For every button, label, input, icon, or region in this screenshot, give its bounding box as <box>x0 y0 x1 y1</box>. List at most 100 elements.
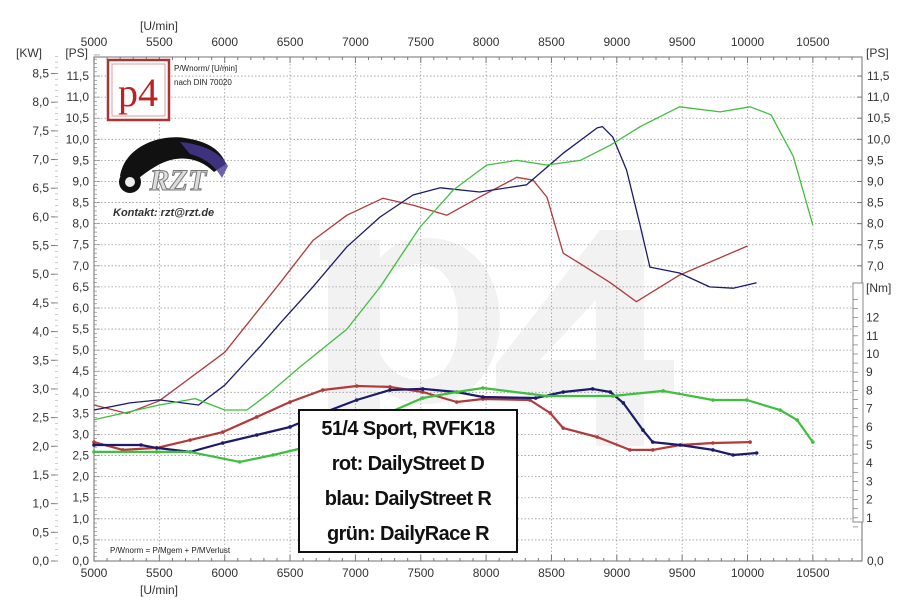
torque-point <box>139 443 143 447</box>
x-tick-label-top: 8500 <box>538 35 565 49</box>
x-tick-label-bottom: 9000 <box>603 566 630 580</box>
torque-point <box>611 394 615 398</box>
kw-tick-label: 6,5 <box>32 181 49 195</box>
kw-tick-label: 5,0 <box>32 267 49 281</box>
torque-point <box>388 385 392 389</box>
power-line-dailyrace-r <box>93 106 814 421</box>
right-ps-tick-label: 11,0 <box>867 90 890 104</box>
kw-tick-label: 3,5 <box>32 353 49 367</box>
torque-point <box>420 390 425 394</box>
torque-point <box>528 398 532 402</box>
x-tick-label-top: 10000 <box>731 35 765 49</box>
x-tick-label-bottom: 8000 <box>473 566 500 580</box>
x-tick-label-bottom: 8500 <box>538 566 565 580</box>
ps-tick-label: 0,0 <box>72 554 89 568</box>
right-ps-tick-label: 7,0 <box>867 259 884 273</box>
torque-point <box>621 401 626 405</box>
x-tick-label-top: 6500 <box>277 35 304 49</box>
svg-text:p4: p4 <box>118 70 158 115</box>
torque-point <box>154 446 159 450</box>
x-tick-label-bottom: 10500 <box>796 566 830 580</box>
torque-point <box>354 384 359 388</box>
kw-tick-label: 3,0 <box>32 382 49 396</box>
axes: 5000 5000 5500 5500 6000 6000 6500 6500 7000 7000… <box>16 19 891 597</box>
kw-tick-label: 4,0 <box>32 325 49 339</box>
torque-point <box>454 400 459 404</box>
kw-tick-label: 8,0 <box>32 95 49 109</box>
nm-tick-label: 5 <box>866 438 873 452</box>
x-tick-label-bottom: 9500 <box>669 566 696 580</box>
x-axis-label-bottom: [U/min] <box>140 583 178 597</box>
nm-tick-label: 2 <box>866 493 873 507</box>
x-tick-label-top: 9000 <box>603 35 630 49</box>
torque-point <box>481 386 485 390</box>
torque-point <box>650 448 655 452</box>
torque-point <box>288 400 292 404</box>
x-tick-label-top: 9500 <box>669 35 696 49</box>
torque-point <box>288 425 292 429</box>
rzt-logo: RZT <box>119 137 228 198</box>
torque-point <box>545 394 549 398</box>
x-tick-label-top: 10500 <box>796 35 830 49</box>
kw-tick-label: 1,0 <box>32 497 49 511</box>
x-tick-label-top: 5500 <box>146 35 173 49</box>
kw-tick-label: 0,5 <box>32 525 49 539</box>
kw-axis-label: [KW] <box>16 46 42 60</box>
nm-axis-label: [Nm] <box>866 281 891 295</box>
kw-tick-label: 8,5 <box>32 67 49 81</box>
torque-point <box>711 398 715 402</box>
x-tick-label-top: 8000 <box>473 35 500 49</box>
ps-tick-label: 9,0 <box>72 174 89 188</box>
torque-point <box>650 440 655 444</box>
legend-item-green: grün: DailyRace R <box>326 523 490 545</box>
x-tick-label-top: 5000 <box>81 35 108 49</box>
torque-point <box>678 443 682 447</box>
torque-point <box>711 448 715 452</box>
ps-tick-label: 3,0 <box>72 427 89 441</box>
nm-axis-box <box>852 282 864 523</box>
torque-point <box>561 390 566 394</box>
torque-point <box>271 453 275 457</box>
nm-tick-label: 3 <box>866 474 873 488</box>
legend-item-red: rot: DailyStreet D <box>331 453 485 475</box>
ps-tick-label: 5,0 <box>72 343 89 357</box>
kw-tick-label: 1,5 <box>32 468 49 482</box>
torque-point <box>795 418 799 422</box>
contact-label: Kontakt: rzt@rzt.de <box>113 207 214 219</box>
ps-tick-label: 1,5 <box>72 491 89 505</box>
right-ps-tick-label: 9,5 <box>867 153 884 167</box>
x-tick-label-bottom: 5500 <box>146 566 173 580</box>
torque-point <box>220 430 225 434</box>
kw-tick-label: 7,0 <box>32 153 49 167</box>
torque-point <box>154 450 159 454</box>
power-line-dailystreet-r <box>93 125 757 411</box>
nm-tick-label: 6 <box>866 420 873 434</box>
ps-tick-label: 2,5 <box>72 449 89 463</box>
kw-tick-label: 4,5 <box>32 296 49 310</box>
legend-title: 51/4 Sport, RVFK18 <box>321 418 495 440</box>
torque-point <box>748 440 752 444</box>
torque-point <box>237 460 242 464</box>
x-tick-label-top: 7000 <box>342 35 369 49</box>
right-ps-tick-label: 11,5 <box>867 69 890 83</box>
right-ps-axis-label: [PS] <box>866 46 889 60</box>
torque-point <box>561 426 566 430</box>
kw-tick-label: 6,0 <box>32 210 49 224</box>
norm-label-line2: nach DIN 70020 <box>174 78 232 87</box>
x-tick-label-top: 6000 <box>211 35 238 49</box>
torque-point <box>595 435 599 439</box>
torque-point <box>420 387 425 391</box>
torque-point <box>188 438 192 442</box>
x-tick-label-bottom: 5000 <box>81 566 108 580</box>
right-ps-tick-label: 8,0 <box>867 217 884 231</box>
torque-point <box>454 390 459 394</box>
ps-tick-label: 5,5 <box>72 322 89 336</box>
torque-point <box>548 411 552 415</box>
right-ps-tick-label: 7,5 <box>867 238 884 252</box>
torque-point <box>608 390 613 394</box>
nm-tick-label: 9 <box>866 365 873 379</box>
nm-tick-label: 4 <box>866 456 873 470</box>
ps-tick-label: 8,0 <box>72 217 89 231</box>
ps-tick-label: 3,5 <box>72 406 89 420</box>
torque-point <box>778 408 782 412</box>
